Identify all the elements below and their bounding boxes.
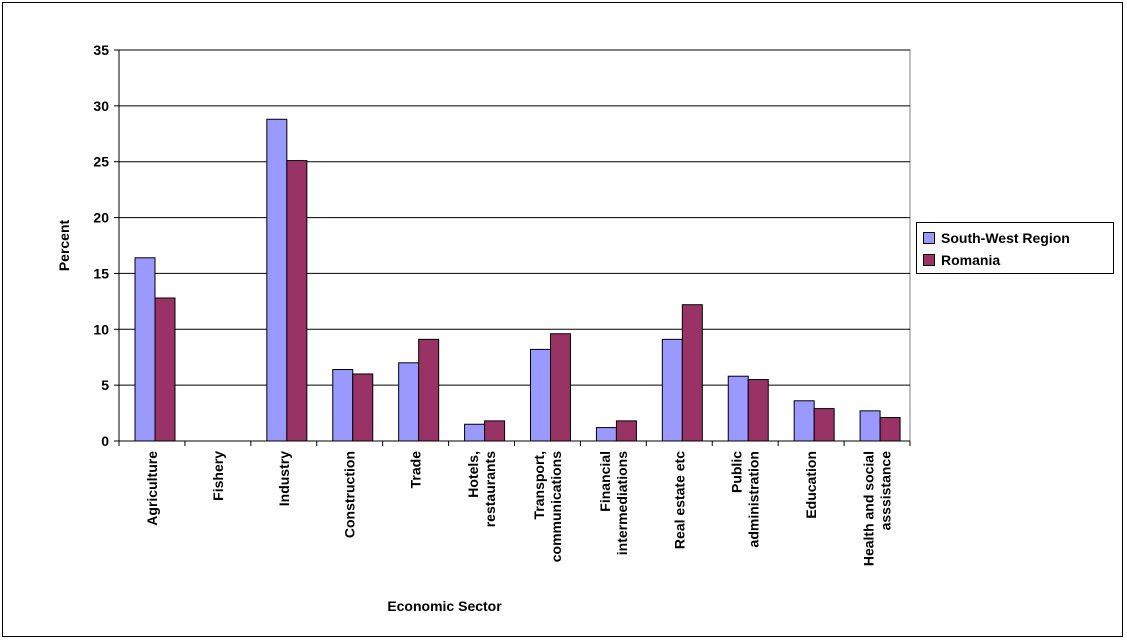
bar-romania-industry [286, 160, 308, 442]
bar-south-west-region-health-and-social-asssistance [859, 410, 881, 442]
bar-romania-real-estate-etc [681, 304, 703, 442]
legend-label-romania: Romania [941, 252, 1001, 268]
y-tick-label: 35 [93, 42, 109, 58]
bar-romania-agriculture [154, 297, 176, 442]
y-tick-labels: 0 5 10 15 20 25 30 35 [93, 42, 109, 449]
bar-south-west-region-industry [266, 118, 288, 442]
bars [134, 118, 901, 442]
plot-area [118, 49, 911, 442]
bar-south-west-region-real-estate-etc [661, 338, 683, 442]
y-tick-label: 0 [101, 433, 109, 449]
bar-south-west-region-public-administration [727, 375, 749, 442]
x-tick-label-industry: Industry [276, 451, 292, 506]
bar-south-west-region-financial-intermediations [595, 427, 617, 442]
x-category-labels: Agriculture Fishery Industry Construction Tr… [144, 451, 894, 566]
y-tick-label: 30 [93, 98, 109, 114]
x-tick-label-fishery: Fishery [210, 451, 226, 501]
bar-romania-construction [352, 373, 374, 442]
bar-south-west-region-education [793, 400, 815, 442]
legend-label-south-west-region: South-West Region [941, 230, 1070, 246]
bar-south-west-region-construction [332, 369, 354, 442]
x-tick-label-education: Education [803, 451, 819, 519]
bar-romania-education [813, 408, 835, 442]
legend-swatch-south-west-region [923, 232, 935, 244]
x-tick-label-financial-intermediations: Financialintermediations [597, 451, 630, 555]
bar-romania-public-administration [747, 379, 769, 442]
y-tick-label: 10 [93, 321, 109, 337]
bar-romania-financial-intermediations [615, 420, 637, 442]
y-tick-label: 25 [93, 154, 109, 170]
x-tick-label-health-and-social-asssistance: Health and socialasssistance [861, 451, 894, 566]
y-axis-title: Percent [56, 219, 72, 271]
legend: South-West Region Romania [916, 222, 1114, 274]
x-tick-label-real-estate-etc: Real estate etc [671, 451, 687, 549]
bar-south-west-region-transport-communications [530, 348, 551, 442]
legend-swatch-romania [923, 254, 935, 266]
x-tick-label-hotels-restaurants: Hotels,restaurants [465, 451, 498, 527]
grid-lines [114, 49, 910, 442]
y-tick-label: 5 [101, 377, 109, 393]
bar-romania-transport-communications [550, 333, 571, 442]
x-tick-label-trade: Trade [408, 451, 424, 489]
y-tick-label: 15 [93, 265, 109, 281]
bar-south-west-region-hotels-restaurants [464, 423, 486, 442]
y-tick-label: 20 [93, 210, 109, 226]
bar-south-west-region-trade [398, 362, 420, 442]
axes [118, 50, 911, 446]
bar-romania-hotels-restaurants [484, 420, 506, 442]
legend-item-romania: Romania [923, 249, 1107, 271]
x-tick-label-public-administration: Publicadministration [729, 451, 762, 548]
x-tick-label-agriculture: Agriculture [144, 451, 160, 526]
x-tick-label-transport-communications: Transport,communications [531, 451, 564, 562]
legend-item-south-west-region: South-West Region [923, 227, 1107, 249]
bar-romania-health-and-social-asssistance [879, 417, 901, 442]
bar-romania-trade [418, 338, 440, 442]
bar-south-west-region-agriculture [134, 257, 156, 442]
x-axis-title: Economic Sector [387, 598, 502, 614]
bar-chart: 0 5 10 15 20 25 30 35 Agriculture Fishery Industr… [56, 42, 911, 614]
x-tick-label-construction: Construction [342, 451, 358, 538]
